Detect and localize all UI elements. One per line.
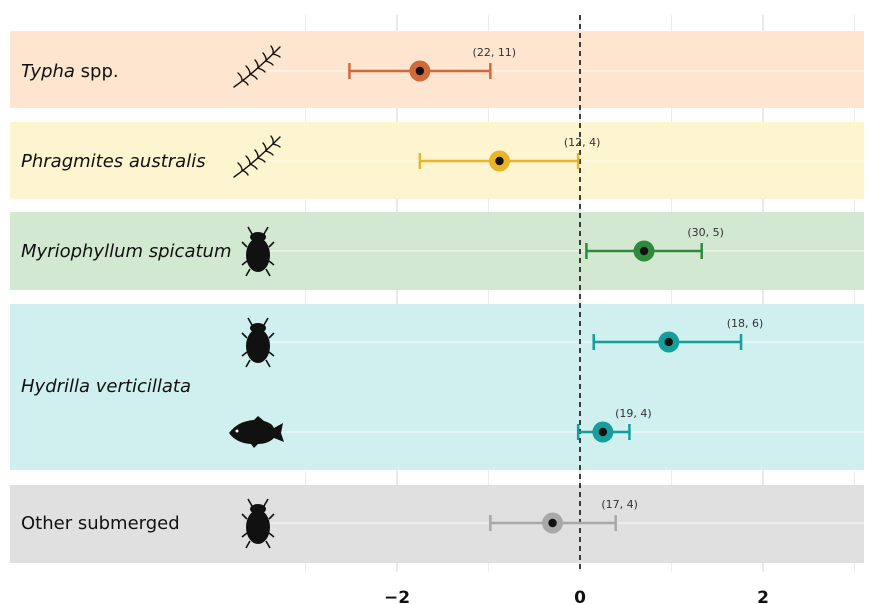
group-label: Other submerged bbox=[21, 513, 180, 534]
group-label: Hydrilla verticillata bbox=[21, 376, 191, 397]
insect-icon-body bbox=[246, 510, 270, 544]
insect-icon-body bbox=[246, 238, 270, 272]
x-tick-label: −2 bbox=[384, 588, 410, 604]
x-tick-label: 0 bbox=[574, 588, 586, 604]
sample-size-label: (30, 5) bbox=[687, 226, 724, 239]
group-label-italic: Myriophyllum spicatum bbox=[21, 241, 231, 262]
point-estimate-center bbox=[665, 338, 673, 346]
sample-size-label: (19, 4) bbox=[615, 407, 652, 420]
x-tick-label: 2 bbox=[757, 588, 769, 604]
fish-icon-eye bbox=[236, 430, 239, 433]
point-estimate-center bbox=[599, 428, 607, 436]
group-label-plain: spp. bbox=[75, 61, 119, 82]
group-label-plain: Other submerged bbox=[21, 513, 180, 534]
point-estimate-center bbox=[416, 67, 424, 75]
sample-size-label: (12, 4) bbox=[564, 136, 601, 149]
point-estimate-center bbox=[548, 519, 556, 527]
sample-size-label: (22, 11) bbox=[473, 46, 517, 59]
group-label: Myriophyllum spicatum bbox=[21, 241, 231, 262]
sample-size-label: (18, 6) bbox=[727, 317, 764, 330]
group-label-italic: Phragmites australis bbox=[21, 151, 206, 172]
group-band bbox=[10, 31, 864, 108]
group-label-italic: Typha bbox=[21, 61, 75, 82]
group-label: Typha spp. bbox=[21, 61, 119, 82]
point-estimate-center bbox=[495, 157, 503, 165]
group-label-italic: Hydrilla verticillata bbox=[21, 376, 191, 397]
point-estimate-center bbox=[640, 247, 648, 255]
group-label: Phragmites australis bbox=[21, 151, 206, 172]
sample-size-label: (17, 4) bbox=[601, 498, 638, 511]
insect-icon-body bbox=[246, 329, 270, 363]
